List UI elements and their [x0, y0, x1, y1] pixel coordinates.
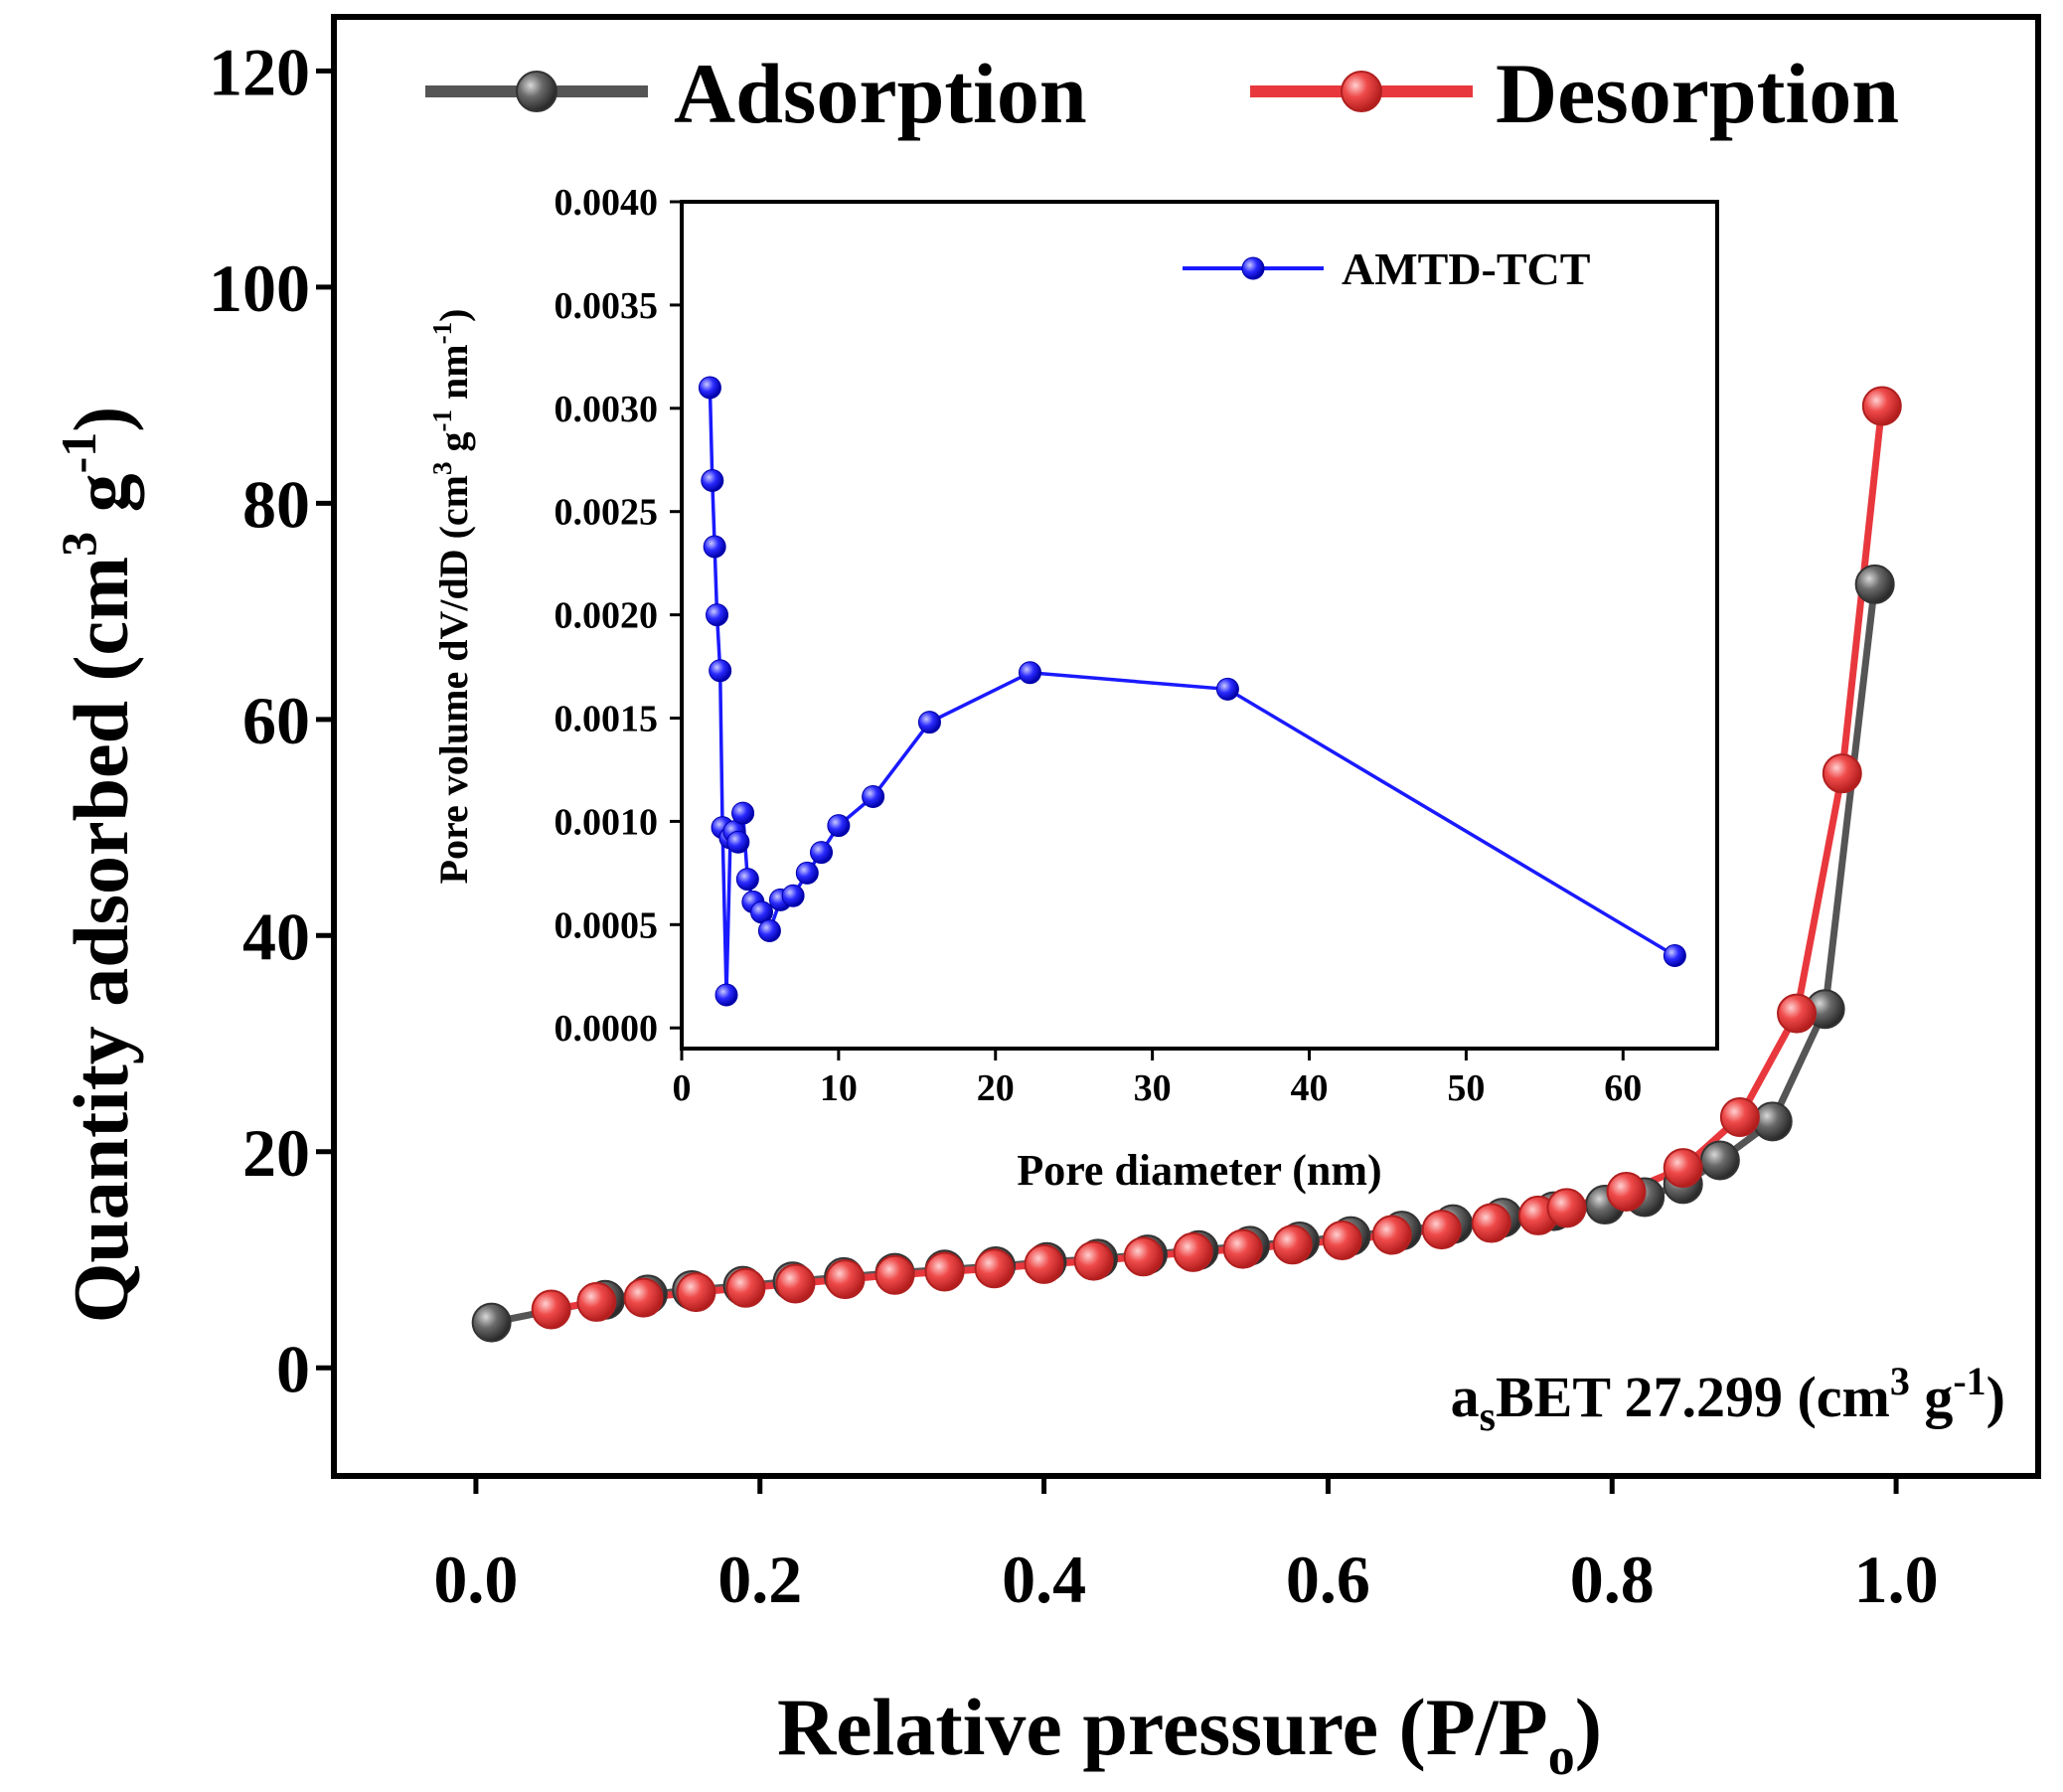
inset-y-axis-label: Pore volume dV/dD (cm3 g-1 nm-1) [427, 309, 476, 885]
main-point-desorption [1822, 753, 1862, 794]
main-point-desorption [576, 1281, 617, 1322]
inset-point [1663, 943, 1686, 967]
inset-series-layer [698, 376, 1686, 1007]
inset-legend: AMTD-TCT [1183, 244, 1590, 294]
main-point-desorption [623, 1277, 664, 1318]
legend-adsorption-label: Adsorption [674, 46, 1087, 141]
inset-point [781, 884, 805, 907]
main-y-tick-label: 20 [242, 1115, 310, 1191]
legend-desorption-label: Desorption [1496, 46, 1899, 141]
main-legend: Adsorption Desorption [425, 46, 1899, 141]
inset-x-tick-label: 60 [1604, 1067, 1642, 1109]
inset-x-tick-label: 40 [1291, 1067, 1329, 1109]
inset-point [714, 983, 738, 1007]
main-x-tick-label: 0.0 [433, 1542, 518, 1617]
main-point-desorption [1861, 386, 1902, 426]
inset-x-tick-label: 30 [1134, 1067, 1172, 1109]
main-point-desorption [676, 1272, 716, 1313]
main-point-desorption [1471, 1203, 1511, 1243]
main-point-desorption [1272, 1224, 1313, 1265]
main-point-desorption [1173, 1231, 1213, 1272]
main-point-desorption [924, 1251, 965, 1292]
main-x-tick-label: 0.8 [1570, 1542, 1655, 1617]
main-point-adsorption [1854, 564, 1895, 604]
inset-y-tick-label: 0.0015 [555, 699, 659, 740]
main-plot-frame [331, 14, 2041, 1479]
inset-point [827, 814, 851, 838]
inset-y-tick-label: 0.0000 [555, 1008, 659, 1050]
inset-legend-marker [1241, 256, 1265, 280]
inset-point [1215, 677, 1239, 701]
inset-point [701, 469, 724, 493]
main-point-desorption [725, 1267, 766, 1308]
main-point-desorption [1546, 1188, 1587, 1228]
main-series-layer [471, 386, 1902, 1343]
main-y-tick-label: 40 [242, 898, 310, 974]
main-point-desorption [1073, 1240, 1114, 1281]
main-y-tick-label: 0 [276, 1331, 310, 1406]
main-point-desorption [1777, 993, 1818, 1034]
bet-annotation: asBET 27.299 (cm3 g-1) [1451, 1359, 2005, 1440]
main-point-desorption [1322, 1220, 1362, 1260]
inset-y-tick-label: 0.0030 [555, 389, 659, 430]
main-point-desorption [1222, 1228, 1263, 1269]
inset-point [703, 535, 726, 559]
main-point-desorption [1123, 1236, 1164, 1277]
main-y-tick-label: 100 [209, 250, 310, 326]
main-y-axis-label: Quantity adsorbed (cm3 g-1) [51, 407, 144, 1324]
main-x-tick-label: 0.6 [1286, 1542, 1370, 1617]
inset-point [810, 841, 834, 865]
main-point-desorption [974, 1248, 1015, 1289]
main-point-adsorption [471, 1302, 512, 1343]
inset-point [709, 659, 732, 683]
inset-x-tick-label: 10 [820, 1067, 858, 1109]
main-point-desorption [1024, 1243, 1064, 1284]
main-y-tick-label: 120 [209, 34, 310, 109]
inset-y-tick-label: 0.0020 [555, 595, 659, 637]
inset-point [917, 711, 941, 734]
main-point-desorption [775, 1263, 816, 1304]
inset-x-tick-label: 50 [1447, 1067, 1485, 1109]
inset-point [726, 830, 750, 854]
inset-point [1018, 661, 1041, 685]
main-point-desorption [1606, 1172, 1647, 1213]
inset-point [698, 376, 721, 400]
inset-y-tick-label: 0.0040 [555, 182, 659, 224]
inset-x-tick-label: 0 [673, 1067, 692, 1109]
inset-y-tick-label: 0.0010 [555, 801, 659, 843]
legend-adsorption-marker [516, 71, 557, 112]
main-point-desorption [1663, 1148, 1703, 1189]
main-y-tick-label: 60 [242, 683, 310, 758]
inset-x-tick-label: 20 [977, 1067, 1015, 1109]
main-point-desorption [874, 1254, 915, 1295]
main-point-desorption [1719, 1096, 1760, 1137]
main-point-desorption [825, 1259, 866, 1300]
main-x-tick-label: 1.0 [1854, 1542, 1939, 1617]
inset-point [795, 861, 819, 885]
inset-axis-ticks: 0 10 20 30 40 50 60 0.0000 0.0005 0.0010 0.0015 0.0… [555, 182, 1643, 1109]
main-x-tick-label: 0.4 [1002, 1542, 1086, 1617]
main-x-tick-label: 0.2 [717, 1542, 802, 1617]
inset-point [735, 868, 759, 892]
main-point-adsorption [1752, 1101, 1793, 1142]
inset-point [757, 919, 781, 943]
main-point-adsorption [1699, 1140, 1740, 1181]
inset-point [706, 603, 729, 627]
inset-x-axis-label: Pore diameter (nm) [1017, 1146, 1381, 1195]
main-point-desorption [1371, 1215, 1412, 1255]
inset-point [862, 784, 885, 808]
main-point-desorption [531, 1289, 571, 1330]
legend-desorption-marker [1341, 71, 1382, 112]
main-y-tick-label: 80 [242, 466, 310, 542]
inset-y-tick-label: 0.0025 [555, 492, 659, 534]
inset-y-tick-label: 0.0005 [555, 904, 659, 946]
inset-y-tick-label: 0.0035 [555, 285, 659, 327]
inset-plot-frame [680, 200, 1719, 1051]
inset-point [731, 801, 755, 825]
main-x-axis-label: Relative pressure (P/Po) [777, 1682, 1602, 1786]
main-point-desorption [1421, 1210, 1462, 1250]
inset-legend-label: AMTD-TCT [1342, 244, 1590, 294]
